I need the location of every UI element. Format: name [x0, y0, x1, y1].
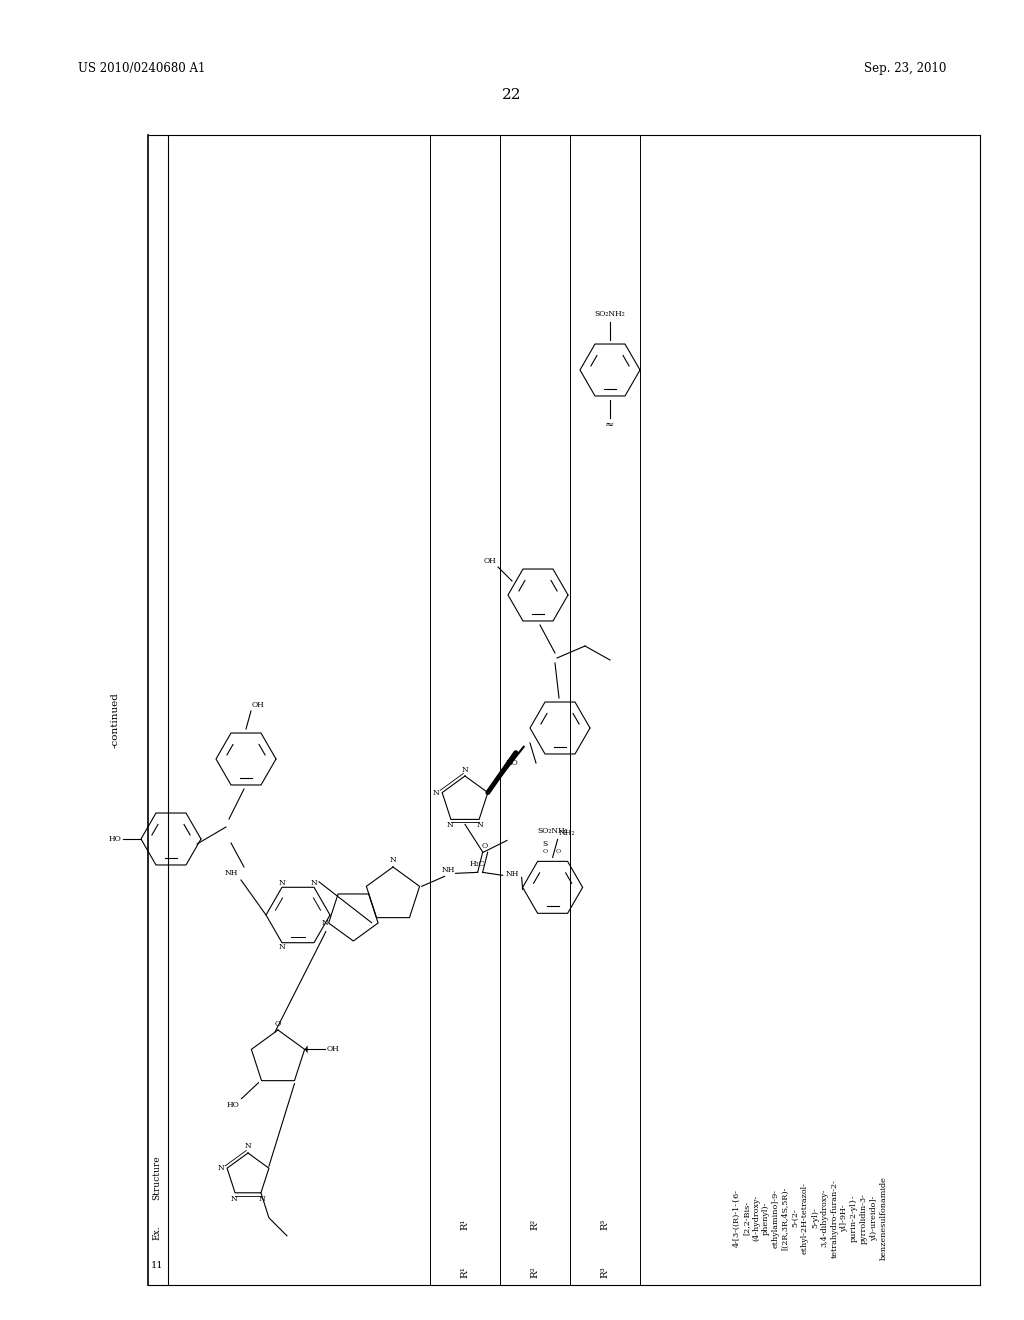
- Text: N: N: [477, 821, 483, 829]
- Text: HO: HO: [505, 759, 518, 767]
- Text: HO: HO: [226, 1101, 240, 1109]
- Text: R¹: R¹: [461, 1266, 469, 1278]
- Text: R²: R²: [530, 1266, 540, 1278]
- Text: O: O: [274, 1020, 281, 1028]
- Text: US 2010/0240680 A1: US 2010/0240680 A1: [78, 62, 206, 75]
- Polygon shape: [304, 1045, 307, 1053]
- Text: Structure: Structure: [153, 1155, 162, 1200]
- Text: O: O: [543, 849, 548, 854]
- Text: Ex.: Ex.: [153, 1225, 162, 1239]
- Text: HO: HO: [109, 836, 121, 843]
- Text: NH: NH: [441, 866, 455, 874]
- Text: N: N: [322, 919, 329, 927]
- Text: OH: OH: [252, 701, 265, 709]
- Text: ≈: ≈: [605, 420, 614, 430]
- Text: O: O: [556, 849, 561, 854]
- Text: Sep. 23, 2010: Sep. 23, 2010: [863, 62, 946, 75]
- Text: S: S: [543, 841, 548, 849]
- Text: N: N: [245, 1142, 251, 1150]
- Text: N: N: [230, 1195, 238, 1203]
- Text: OH: OH: [483, 557, 496, 565]
- Text: NH: NH: [224, 869, 238, 876]
- Text: 4-[3-((R)-1-{6-
[2,2-Bis-
(4-hydroxy-
phenyl)-
ethylamino]-9-
[(2R,3R,4S,5R)-
5-: 4-[3-((R)-1-{6- [2,2-Bis- (4-hydroxy- ph…: [732, 1176, 888, 1261]
- Text: SO₂NH₂: SO₂NH₂: [538, 828, 568, 836]
- Text: NH₂: NH₂: [559, 829, 575, 837]
- Text: O: O: [481, 842, 487, 850]
- Text: OH: OH: [327, 1045, 339, 1053]
- Text: R¹: R¹: [461, 1218, 469, 1230]
- Text: R³: R³: [600, 1218, 609, 1230]
- Text: H₃C: H₃C: [469, 861, 484, 869]
- Text: N: N: [389, 855, 396, 865]
- Text: R³: R³: [600, 1266, 609, 1278]
- Text: N: N: [310, 879, 317, 887]
- Text: N: N: [217, 1164, 224, 1172]
- Text: N: N: [462, 766, 468, 774]
- Text: NH: NH: [506, 870, 519, 878]
- Text: N: N: [279, 879, 286, 887]
- Text: R²: R²: [530, 1218, 540, 1230]
- Text: N: N: [258, 1195, 265, 1203]
- Text: N: N: [432, 788, 439, 796]
- Text: 11: 11: [151, 1261, 163, 1270]
- Text: N: N: [279, 944, 286, 952]
- Text: 22: 22: [502, 88, 522, 102]
- Text: -continued: -continued: [111, 692, 120, 748]
- Text: SO₂NH₂: SO₂NH₂: [595, 310, 626, 318]
- Text: N: N: [446, 821, 454, 829]
